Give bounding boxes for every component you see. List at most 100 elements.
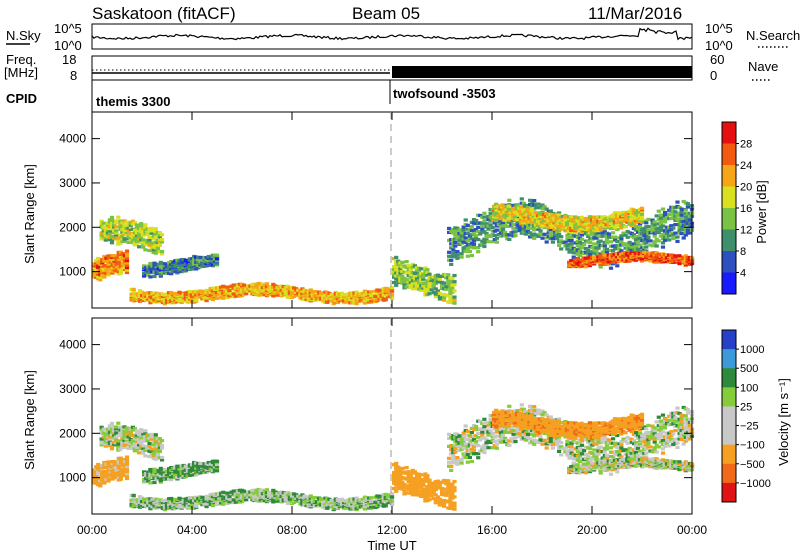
velocity-cell	[114, 439, 119, 443]
velocity-cell	[414, 490, 420, 494]
velocity-cell	[402, 482, 407, 487]
power-cell	[171, 291, 176, 296]
power-cell	[141, 240, 146, 244]
power-cell	[214, 262, 220, 266]
power-cell	[410, 281, 415, 285]
power-cell	[404, 260, 409, 264]
power-cell	[480, 221, 485, 225]
power-cell	[114, 262, 119, 266]
velocity-cell	[433, 493, 438, 497]
power-cell	[575, 257, 580, 261]
y-tick-label: 1000	[59, 265, 86, 279]
power-cell	[453, 240, 458, 244]
power-cell	[157, 231, 162, 235]
power-cell	[528, 198, 533, 202]
velocity-cell	[427, 490, 432, 494]
velocity-cell	[114, 435, 119, 439]
velocity-cell	[412, 485, 417, 489]
velocity-cell	[461, 440, 466, 444]
power-cell	[660, 241, 666, 245]
power-x-ticks	[91, 112, 693, 308]
power-cell	[660, 224, 666, 228]
power-cell	[611, 248, 616, 253]
velocity-cell	[128, 439, 133, 444]
velocity-cell	[124, 439, 129, 443]
power-cell	[681, 199, 686, 204]
power-cell	[124, 249, 130, 253]
velocity-cell	[124, 455, 130, 459]
power-cell	[679, 213, 684, 217]
power-cell	[629, 213, 634, 217]
power-cell	[116, 250, 121, 254]
power-cell	[471, 242, 477, 246]
velocity-cell	[171, 466, 176, 471]
power-cell	[312, 290, 317, 294]
power-cell	[621, 210, 626, 214]
power-cell	[208, 293, 213, 297]
velocity-cell	[452, 495, 457, 499]
velocity-cell	[417, 475, 422, 479]
velocity-cell	[482, 421, 487, 425]
power-cell	[421, 275, 426, 279]
power-cell	[631, 215, 636, 220]
velocity-cell	[100, 475, 105, 479]
power-cell	[600, 234, 605, 238]
power-cell	[531, 217, 536, 222]
power-cell	[529, 207, 534, 211]
power-cell	[644, 249, 649, 253]
power-cell	[100, 259, 105, 263]
power-cell	[471, 239, 477, 243]
power-cell	[673, 231, 678, 235]
power-cell	[447, 250, 452, 254]
velocity-cell	[285, 490, 290, 494]
power-cell	[644, 255, 649, 259]
power-cell	[639, 212, 645, 216]
velocity-cell	[158, 471, 163, 475]
power-cell	[665, 232, 670, 236]
velocity-cell	[444, 493, 449, 497]
power-cell	[531, 211, 536, 215]
power-cell	[564, 218, 570, 222]
velocity-cell	[153, 441, 158, 445]
velocity-cell	[452, 507, 457, 511]
power-cell	[567, 250, 572, 254]
power-cell	[149, 229, 154, 233]
velocity-cell	[425, 476, 430, 480]
power-cell	[442, 281, 447, 285]
velocity-cell	[114, 425, 119, 429]
power-cell	[116, 255, 121, 259]
velocity-cell	[171, 497, 176, 502]
power-cell	[137, 245, 142, 249]
power-cell	[667, 229, 672, 233]
power-cell	[435, 280, 440, 284]
power-cell	[683, 208, 688, 212]
power-cell	[124, 251, 130, 255]
power-cell	[640, 228, 645, 232]
power-cell	[530, 226, 535, 230]
power-cell	[532, 236, 537, 240]
velocity-cell	[421, 483, 426, 487]
velocity-cell	[100, 464, 105, 468]
power-cell	[600, 244, 605, 248]
power-cell	[465, 231, 470, 235]
power-cell	[685, 202, 690, 206]
velocity-cell	[100, 469, 105, 473]
power-cell	[577, 253, 582, 258]
power-cell	[619, 257, 624, 261]
velocity-cell	[208, 493, 213, 497]
power-cell	[465, 239, 470, 243]
power-cell	[433, 292, 438, 296]
power-cell	[500, 215, 505, 219]
velocity-cell	[484, 444, 489, 448]
velocity-cell	[360, 497, 365, 501]
velocity-cell	[118, 477, 123, 481]
velocity-cell	[114, 437, 119, 441]
power-cell	[669, 224, 674, 228]
velocity-cell	[171, 475, 176, 479]
power-cell	[173, 263, 178, 267]
power-cell	[480, 227, 485, 231]
power-cell	[233, 294, 238, 298]
power-cell	[529, 209, 534, 213]
power-cell	[141, 238, 146, 242]
power-cell	[669, 259, 674, 263]
